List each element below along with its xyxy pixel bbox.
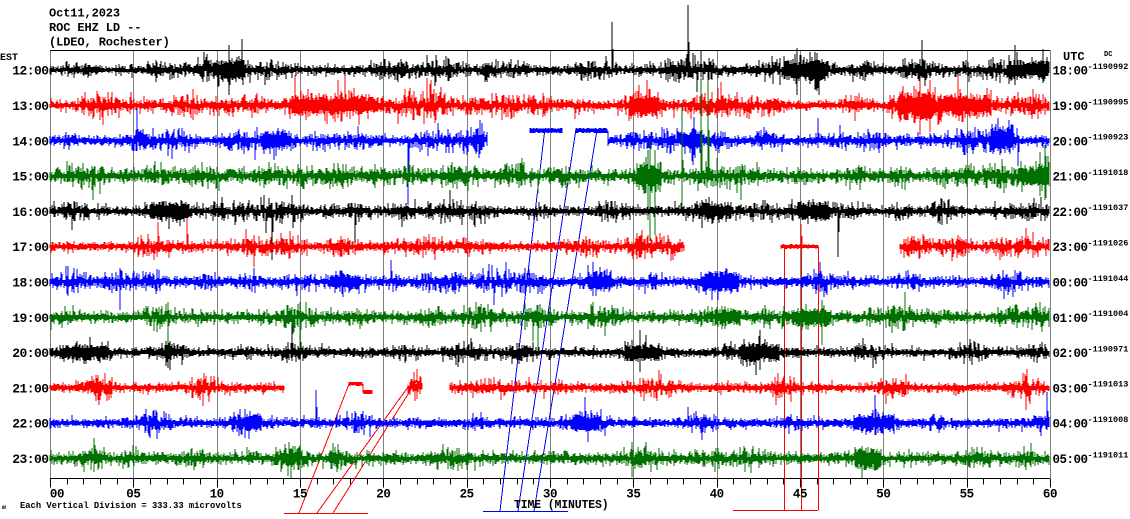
svg-text:16:00: 16:00 <box>12 205 49 220</box>
svg-text:10: 10 <box>210 488 224 502</box>
svg-text:01:00: 01:00 <box>1053 312 1088 326</box>
svg-text:12:00: 12:00 <box>12 64 49 79</box>
svg-text:-1191008: -1191008 <box>1088 415 1129 425</box>
svg-text:05:00: 05:00 <box>1053 453 1088 467</box>
svg-text:45: 45 <box>793 488 807 502</box>
svg-text:18:00: 18:00 <box>12 276 49 291</box>
svg-text:60: 60 <box>1043 488 1057 502</box>
svg-text:15:00: 15:00 <box>12 170 49 185</box>
svg-text:Each Vertical Division = 333.: Each Vertical Division = 333.33 microvol… <box>20 501 242 511</box>
svg-text:-1191013: -1191013 <box>1088 380 1129 390</box>
svg-text:-1190971: -1190971 <box>1088 344 1129 354</box>
svg-text:-1191037: -1191037 <box>1088 203 1129 213</box>
svg-text:13:00: 13:00 <box>12 99 49 114</box>
svg-text:55: 55 <box>960 488 974 502</box>
svg-text:19:00: 19:00 <box>12 311 49 326</box>
svg-text:05: 05 <box>126 488 140 502</box>
svg-text:(LDEO, Rochester): (LDEO, Rochester) <box>49 36 170 50</box>
svg-text:20: 20 <box>376 488 390 502</box>
svg-text:04:00: 04:00 <box>1053 418 1088 432</box>
svg-text:20:00: 20:00 <box>1053 135 1088 149</box>
svg-text:40: 40 <box>710 488 724 502</box>
svg-text:18:00: 18:00 <box>1053 65 1088 79</box>
svg-text:-1191011: -1191011 <box>1088 450 1129 460</box>
svg-text:00: 00 <box>50 488 64 502</box>
svg-text:-1191004: -1191004 <box>1088 309 1129 319</box>
svg-text:23:00: 23:00 <box>1053 241 1088 255</box>
svg-text:-1191018: -1191018 <box>1088 168 1129 178</box>
svg-text:50: 50 <box>876 488 890 502</box>
svg-text:00:00: 00:00 <box>1053 277 1088 291</box>
svg-text:20:00: 20:00 <box>12 346 49 361</box>
svg-text:25: 25 <box>460 488 474 502</box>
svg-text:-1191026: -1191026 <box>1088 239 1129 249</box>
svg-text:21:00: 21:00 <box>1053 171 1088 185</box>
svg-text:ROC EHZ LD --: ROC EHZ LD -- <box>49 21 141 35</box>
svg-text:14:00: 14:00 <box>12 134 49 149</box>
svg-text:02:00: 02:00 <box>1053 347 1088 361</box>
svg-text:м: м <box>1 504 6 511</box>
svg-text:21:00: 21:00 <box>12 381 49 396</box>
svg-text:35: 35 <box>626 488 640 502</box>
svg-text:03:00: 03:00 <box>1053 382 1088 396</box>
svg-text:17:00: 17:00 <box>12 240 49 255</box>
svg-text:TIME (MINUTES): TIME (MINUTES) <box>514 499 609 512</box>
svg-text:23:00: 23:00 <box>12 452 49 467</box>
svg-text:-1190995: -1190995 <box>1088 97 1129 107</box>
svg-text:Oct11,2023: Oct11,2023 <box>49 7 120 21</box>
svg-text:22:00: 22:00 <box>12 417 49 432</box>
svg-text:30: 30 <box>543 488 557 502</box>
svg-text:15: 15 <box>293 488 307 502</box>
svg-text:UTC: UTC <box>1063 50 1085 64</box>
svg-text:-1190992: -1190992 <box>1088 62 1129 72</box>
svg-text:19:00: 19:00 <box>1053 100 1088 114</box>
svg-text:-1191044: -1191044 <box>1088 274 1129 284</box>
svg-text:DC: DC <box>1104 51 1112 59</box>
svg-text:EST: EST <box>0 53 18 64</box>
svg-text:22:00: 22:00 <box>1053 206 1088 220</box>
svg-text:-1190923: -1190923 <box>1088 133 1129 143</box>
